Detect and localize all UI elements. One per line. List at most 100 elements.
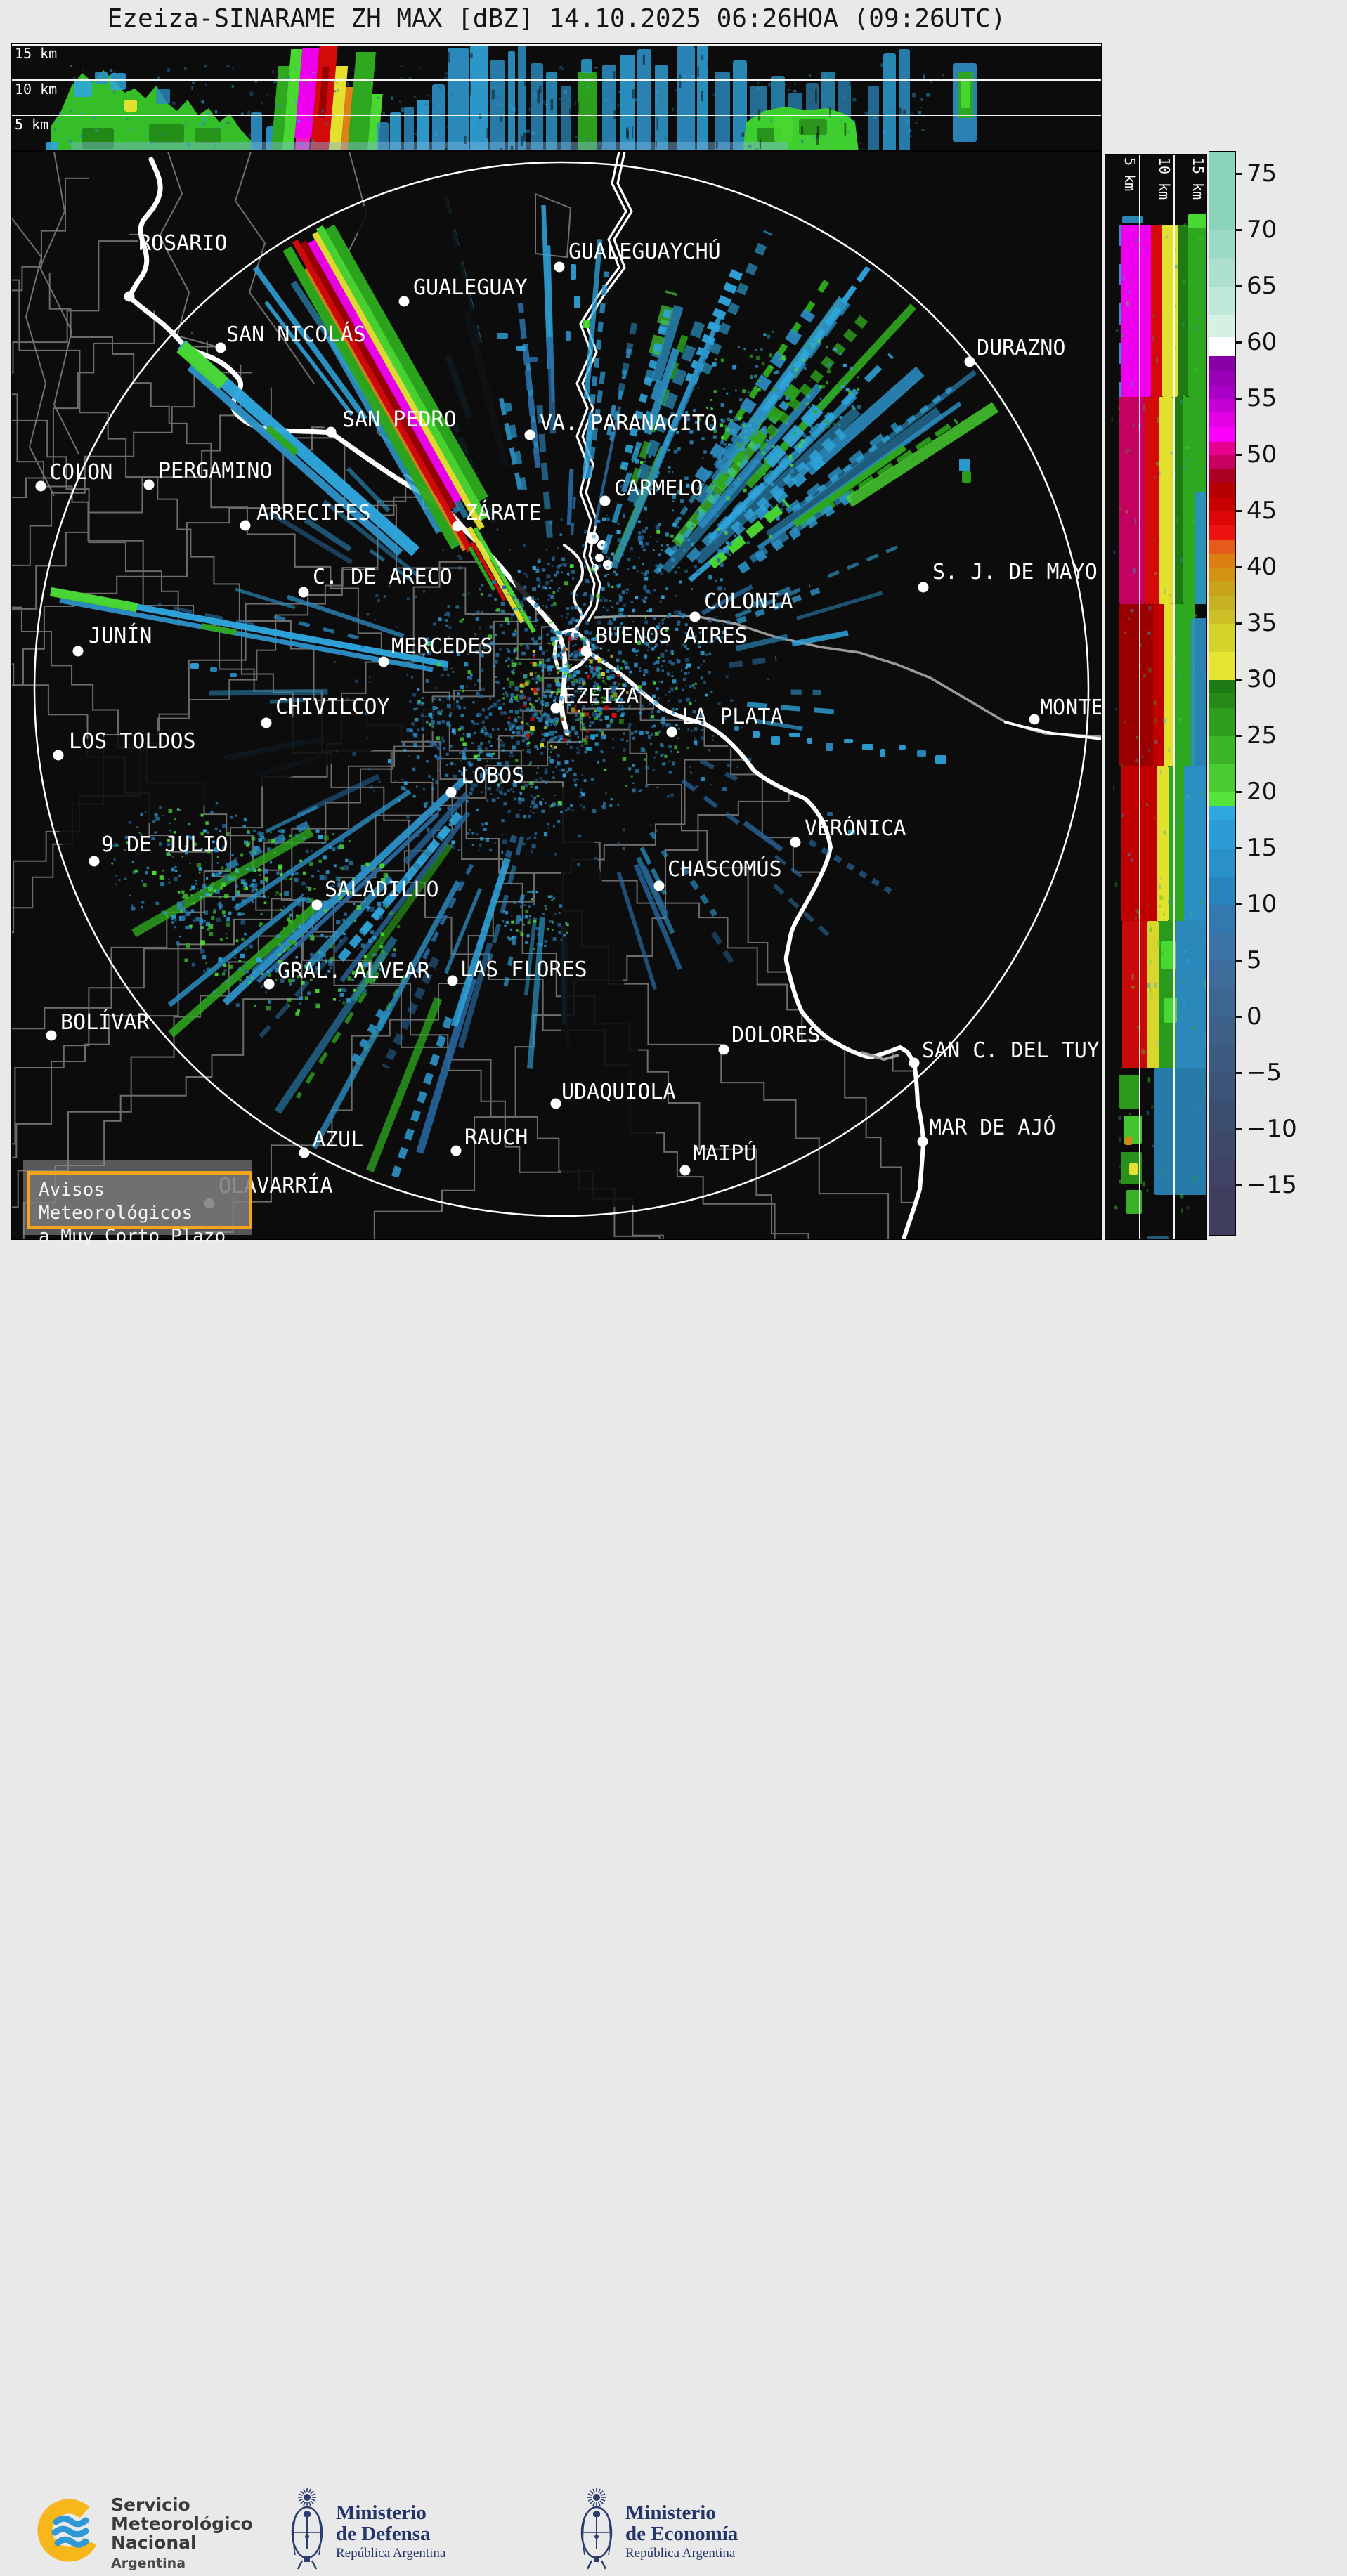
colorbar-segment <box>1209 230 1235 259</box>
rio-de-la-plata-water <box>586 616 1101 1239</box>
height-label-10km-vert: 10 km <box>1156 157 1173 200</box>
city-label: COLONIA <box>704 589 793 614</box>
colorbar-tick-label: 25 <box>1247 721 1277 750</box>
city-label: CHASCOMÚS <box>668 857 782 882</box>
city-dot <box>240 520 251 531</box>
colorbar-tick-label: −5 <box>1247 1059 1282 1087</box>
city-dot <box>261 717 272 728</box>
colorbar-segment <box>1209 356 1235 371</box>
ministerio-defensa-wordmark: Ministerio de Defensa República Argentin… <box>336 2502 446 2561</box>
colorbar-tick <box>1235 341 1242 344</box>
city-dot <box>398 296 410 307</box>
height-label-5km: 5 km <box>15 116 49 133</box>
city-dot <box>550 702 561 714</box>
colorbar-tick <box>1235 1016 1242 1018</box>
city-label: LOBOS <box>461 764 525 788</box>
colorbar-segment <box>1209 806 1235 820</box>
colorbar-segment <box>1209 511 1235 525</box>
colorbar-tick-label: 60 <box>1247 328 1277 356</box>
city-label: BOLÍVAR <box>60 1010 150 1035</box>
colorbar-tick-label: 35 <box>1247 609 1277 637</box>
city-dot <box>653 880 665 891</box>
colorbar-segment <box>1209 581 1235 596</box>
city-label: C. DE ARECO <box>313 565 453 589</box>
colorbar-segment <box>1209 315 1235 337</box>
colorbar-tick <box>1235 1184 1242 1186</box>
colorbar-segment <box>1209 876 1235 905</box>
colorbar-tick <box>1235 229 1242 231</box>
colorbar-segment <box>1209 1016 1235 1045</box>
city-label: VERÓNICA <box>805 816 906 841</box>
colorbar-tick <box>1235 398 1242 400</box>
city-label: SAN PEDRO <box>342 407 457 432</box>
colorbar-segment <box>1209 820 1235 849</box>
colorbar-tick <box>1235 173 1242 175</box>
city-label: BUENOS AIRES <box>595 624 748 648</box>
city-dot <box>580 646 592 657</box>
colorbar-segment <box>1209 1185 1235 1236</box>
city-dot <box>263 979 275 990</box>
city-label: DOLORES <box>731 1023 821 1047</box>
city-dot <box>909 1057 920 1068</box>
city-label: 9 DE JULIO <box>101 832 228 857</box>
page-title: Ezeiza-SINARAME ZH MAX [dBZ] 14.10.2025 … <box>107 4 1006 33</box>
city-dot <box>311 899 323 910</box>
colorbar-tick-label: 15 <box>1247 834 1277 862</box>
city-label: ROSARIO <box>138 231 228 256</box>
smn-logo-icon <box>37 2499 100 2562</box>
short-term-warning-box: Avisos Meteorológicos a Muy Corto Plazo <box>27 1171 252 1247</box>
height-label-15km: 15 km <box>15 45 58 62</box>
colorbar-segment <box>1209 337 1235 357</box>
radar-echoes <box>41 179 999 1212</box>
city-dot <box>298 587 309 598</box>
colorbar-segment <box>1209 385 1235 399</box>
economia-coat-of-arms-icon <box>580 2488 613 2570</box>
city-label: S. J. DE MAYO <box>932 560 1098 584</box>
city-dot <box>790 837 801 848</box>
city-dot <box>964 356 975 367</box>
radar-map-graphics <box>12 152 1101 1239</box>
colorbar-tick-label: 30 <box>1247 665 1277 693</box>
city-dot <box>689 611 701 622</box>
colorbar-tick <box>1235 510 1242 512</box>
height-label-5km-vert: 5 km <box>1121 157 1138 192</box>
city-label: DURAZNO <box>977 336 1066 360</box>
colorbar-tick <box>1235 1072 1242 1074</box>
city-label: MAIPÚ <box>693 1142 757 1166</box>
city-dot <box>450 1145 462 1156</box>
city-dot <box>46 1030 57 1041</box>
city-dot <box>53 750 64 761</box>
colorbar-segment <box>1209 707 1235 736</box>
colorbar-tick-label: 65 <box>1247 272 1277 300</box>
right-cross-section-plot <box>1111 155 1206 1239</box>
city-label: ARRECIFES <box>256 501 371 525</box>
city-dot <box>554 261 565 273</box>
city-dot <box>445 787 457 798</box>
city-dot <box>447 975 458 986</box>
top-height-cross-section: 15 km 10 km 5 km <box>11 43 1102 151</box>
alert-line-1: Avisos Meteorológicos <box>39 1179 193 1224</box>
colorbar-segment <box>1209 735 1235 764</box>
colorbar-tick-label: 10 <box>1247 890 1277 918</box>
smn-wordmark: Servicio Meteorológico Nacional Argentin… <box>111 2495 253 2571</box>
city-dots <box>35 261 1040 1209</box>
colorbar-segment <box>1209 764 1235 792</box>
city-label: LOS TOLDOS <box>69 729 196 754</box>
colorbar-segment <box>1209 651 1235 680</box>
colorbar-segment <box>1209 848 1235 877</box>
city-dot <box>452 521 463 532</box>
radar-product-page: { "header": { "title": "Ezeiza-SINARAME … <box>0 4 1347 2571</box>
colorbar-segment <box>1209 370 1235 386</box>
colorbar-segment <box>1209 1073 1235 1101</box>
colorbar-segment <box>1209 469 1235 483</box>
colorbar-tick <box>1235 735 1242 737</box>
colorbar-segment <box>1209 483 1235 498</box>
city-dot <box>299 1147 310 1158</box>
city-dot <box>679 1165 691 1176</box>
colorbar-tick <box>1235 847 1242 849</box>
footer: Servicio Meteorológico Nacional Argentin… <box>0 1240 1347 2571</box>
colorbar-segment <box>1209 1157 1235 1186</box>
city-label: GUALEGUAYCHÚ <box>568 240 721 264</box>
radar-range-ring <box>33 161 1090 1217</box>
city-label: ZÁRATE <box>465 501 542 525</box>
